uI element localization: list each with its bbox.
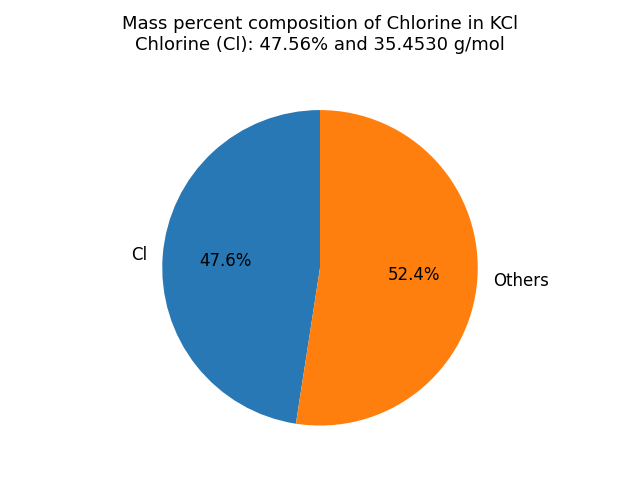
Text: 52.4%: 52.4% xyxy=(388,266,440,284)
Text: 47.6%: 47.6% xyxy=(200,252,252,270)
Wedge shape xyxy=(163,110,320,424)
Text: Cl: Cl xyxy=(131,246,147,264)
Title: Mass percent composition of Chlorine in KCl
Chlorine (Cl): 47.56% and 35.4530 g/: Mass percent composition of Chlorine in … xyxy=(122,15,518,54)
Wedge shape xyxy=(296,110,477,426)
Text: Others: Others xyxy=(493,272,549,290)
